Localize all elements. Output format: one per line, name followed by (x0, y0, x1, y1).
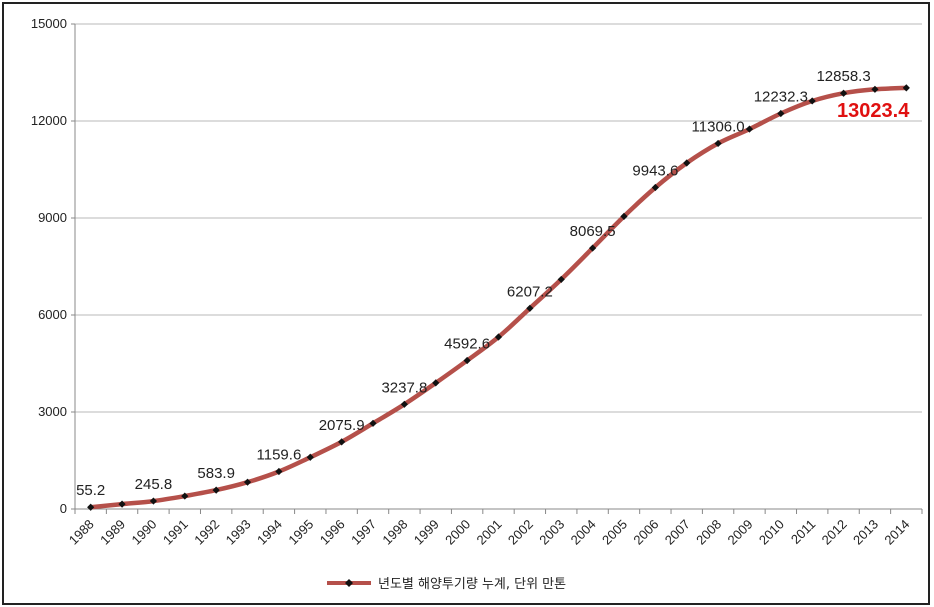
x-tick-label: 2011 (788, 517, 818, 547)
x-tick-label: 1988 (66, 517, 97, 548)
legend-label: 년도별 해양투기량 누계, 단위 만톤 (378, 577, 566, 592)
data-point-1991 (181, 492, 189, 500)
y-tick-label: 6000 (38, 307, 67, 322)
data-label-1996: 2075.9 (319, 417, 365, 434)
data-label-2010: 12232.3 (754, 88, 808, 105)
data-point-2010 (777, 109, 785, 118)
series-layer (87, 84, 910, 511)
data-label-1990: 245.8 (135, 476, 173, 493)
data-point-2013 (871, 85, 879, 93)
data-label-1988: 55.2 (76, 482, 105, 499)
y-tick-label: 9000 (38, 210, 67, 225)
data-point-1996 (338, 438, 346, 446)
x-tick-label: 1989 (97, 517, 128, 548)
data-label-2014: 13023.4 (837, 100, 910, 122)
x-tick-label: 1995 (285, 517, 316, 548)
data-point-2003 (557, 275, 565, 284)
data-label-2004: 8069.5 (570, 223, 616, 240)
data-label-2012: 12858.3 (816, 68, 870, 85)
axes (71, 23, 923, 514)
x-tick-label: 1992 (191, 517, 222, 548)
gridlines (75, 23, 922, 413)
data-point-1995 (306, 453, 314, 461)
data-point-1990 (149, 497, 158, 505)
x-tick-label: 2012 (819, 517, 850, 548)
data-point-2001 (494, 333, 503, 341)
data-point-1998 (400, 400, 408, 408)
x-tick-label: 1994 (254, 517, 285, 548)
data-labels: 55.2 245.8 583.9 1159.6 2075.9 3237.8 4592.6 62… (76, 68, 910, 499)
data-point-2012 (839, 89, 848, 97)
data-label-2008: 11306.0 (692, 118, 745, 135)
data-point-1993 (243, 478, 252, 486)
y-tick-label: 12000 (31, 113, 67, 128)
x-tick-label: 2013 (850, 517, 881, 548)
data-point-1994 (275, 467, 283, 476)
data-point-2007 (683, 159, 691, 167)
data-label-2002: 6207.2 (507, 283, 553, 300)
data-label-1994: 1159.6 (257, 447, 302, 464)
y-tick-label: 15000 (31, 16, 67, 31)
x-tick-label: 1991 (160, 517, 191, 548)
x-tick-label: 2004 (568, 517, 599, 548)
data-point-2005 (620, 212, 628, 220)
x-tick-label: 1997 (348, 517, 379, 548)
x-tick-label: 2007 (662, 517, 693, 548)
x-tick-label: 2014 (881, 517, 912, 548)
x-tick-label: 1999 (411, 517, 442, 548)
data-point-2006 (651, 183, 659, 192)
data-point-1989 (118, 500, 126, 508)
x-tick-label: 2005 (599, 517, 630, 548)
data-label-1998: 3237.8 (381, 379, 427, 396)
x-tick-label: 2000 (442, 517, 473, 548)
x-tick-label: 2009 (725, 517, 756, 548)
x-tick-label: 2001 (474, 517, 505, 548)
x-tick-label: 2006 (630, 517, 661, 548)
data-point-1997 (369, 419, 377, 427)
data-point-2009 (745, 125, 754, 133)
legend-marker (345, 579, 353, 587)
series-line (88, 85, 909, 510)
data-point-2002 (526, 304, 534, 312)
data-point-2004 (589, 244, 597, 252)
x-tick-label: 2002 (505, 517, 536, 548)
y-tick-label: 3000 (38, 404, 67, 419)
data-point-2011 (808, 97, 816, 105)
x-tick-label: 2003 (536, 517, 567, 548)
data-label-2000: 4592.6 (444, 336, 490, 353)
data-point-2008 (714, 139, 722, 148)
x-axis-ticks: 1988 1989 1990 1991 1992 1993 1994 1995 1996 1997… (66, 517, 913, 548)
data-point-1999 (432, 379, 440, 387)
legend: 년도별 해양투기량 누계, 단위 만톤 (327, 577, 566, 592)
data-point-1992 (212, 486, 220, 494)
x-tick-label: 1993 (223, 517, 254, 548)
data-label-2006: 9943.6 (632, 162, 678, 179)
y-tick-label: 0 (60, 501, 67, 516)
data-label-1992: 583.9 (197, 465, 235, 482)
data-point-1988 (87, 503, 95, 511)
y-axis-ticks: 0 3000 6000 9000 12000 15000 (31, 16, 67, 516)
x-tick-label: 1998 (379, 517, 410, 548)
x-tick-label: 1990 (128, 517, 159, 548)
data-point-2014 (902, 84, 910, 92)
data-point-2000 (463, 356, 471, 365)
x-tick-label: 2008 (693, 517, 724, 548)
x-tick-label: 1996 (317, 517, 348, 548)
x-tick-label: 2010 (756, 517, 787, 548)
